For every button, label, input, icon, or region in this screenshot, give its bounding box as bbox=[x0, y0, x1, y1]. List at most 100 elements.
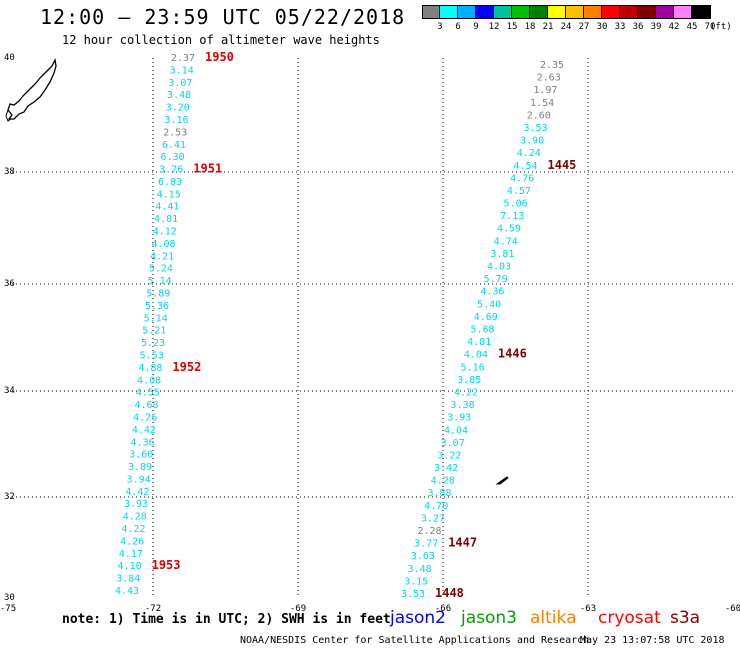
color-scale-cell bbox=[422, 5, 440, 19]
wave-height-value: 3.48 bbox=[167, 90, 191, 101]
longitude-tick-label: -72 bbox=[145, 604, 161, 614]
wave-height-value: 3.20 bbox=[166, 103, 190, 114]
wave-height-value: 5.24 bbox=[149, 264, 173, 275]
latitude-tick-label: 38 bbox=[4, 167, 15, 177]
wave-height-value: 4.26 bbox=[120, 536, 144, 547]
wave-height-value: 4.26 bbox=[133, 413, 157, 424]
wave-height-value: 3.63 bbox=[411, 551, 435, 562]
wave-height-value: 3.42 bbox=[434, 463, 458, 474]
color-scale-cell bbox=[440, 5, 458, 19]
wave-height-value: 3.81 bbox=[490, 249, 514, 260]
color-scale-cell bbox=[692, 5, 710, 19]
wave-height-value: 4.57 bbox=[507, 186, 531, 197]
wave-height-value: 5.68 bbox=[470, 325, 494, 336]
wave-height-value: 3.90 bbox=[520, 136, 544, 147]
map-grid bbox=[8, 58, 733, 598]
wave-height-value: 6.83 bbox=[158, 177, 182, 188]
wave-height-value: 6.41 bbox=[162, 140, 186, 151]
longitude-tick-label: -69 bbox=[290, 604, 306, 614]
color-scale-tick: 70 bbox=[704, 22, 716, 32]
legend-altika: altika bbox=[530, 608, 577, 628]
wave-height-value: 4.59 bbox=[497, 224, 521, 235]
wave-height-value: 3.77 bbox=[414, 539, 438, 550]
wave-height-value: 6.30 bbox=[161, 152, 185, 163]
pass-time-label: 1447 bbox=[448, 536, 477, 550]
wave-height-value: 3.93 bbox=[447, 413, 471, 424]
credit-line: NOAA/NESDIS Center for Satellite Applica… bbox=[240, 635, 590, 646]
color-scale-cell bbox=[638, 5, 656, 19]
color-scale-cell bbox=[512, 5, 530, 19]
color-scale-tick: 6 bbox=[455, 22, 461, 32]
color-scale-cell bbox=[494, 5, 512, 19]
axis-labels: -75 -72 -69 -66 -63 -60 40 38 36 34 32 30 bbox=[0, 53, 740, 614]
color-scale-cell bbox=[476, 5, 494, 19]
color-scale-cell bbox=[674, 5, 692, 19]
wave-height-value: 5.21 bbox=[142, 326, 166, 337]
wave-height-value: 4.41 bbox=[155, 202, 179, 213]
wave-height-value: 5.14 bbox=[148, 276, 172, 287]
bermuda-island bbox=[495, 476, 509, 485]
pass-time-label: 1448 bbox=[435, 586, 464, 600]
wave-height-value: 3.88 bbox=[427, 488, 451, 499]
wave-height-value: 5.06 bbox=[504, 199, 528, 210]
wave-height-value: 3.85 bbox=[457, 375, 481, 386]
wave-height-value: 4.15 bbox=[157, 189, 181, 200]
wave-height-value: 3.15 bbox=[404, 576, 428, 587]
color-scale-tick: 39 bbox=[650, 22, 662, 32]
wave-height-value: 2.37 bbox=[171, 53, 195, 64]
wave-height-value: 4.01 bbox=[154, 214, 178, 225]
wave-height-value: 4.22 bbox=[454, 388, 478, 399]
color-scale-cell bbox=[656, 5, 674, 19]
map-title: 12:00 – 23:59 UTC 05/22/2018 bbox=[40, 5, 406, 29]
wave-height-value: 4.43 bbox=[115, 586, 139, 597]
legend-cryosat: cryosat bbox=[598, 608, 661, 628]
wave-height-value: 5.36 bbox=[145, 301, 169, 312]
color-scale-tick: 21 bbox=[542, 22, 554, 32]
wave-height-value: 1.54 bbox=[530, 98, 554, 109]
wave-height-value: 3.94 bbox=[127, 474, 151, 485]
wave-height-value: 4.10 bbox=[118, 561, 142, 572]
wave-height-value: 4.81 bbox=[467, 337, 491, 348]
color-scale-tick: 33 bbox=[614, 22, 626, 32]
color-scale-cell bbox=[584, 5, 602, 19]
wave-height-value: 4.04 bbox=[444, 425, 468, 436]
wave-height-value: 3.76 bbox=[159, 165, 183, 176]
wave-height-value: 1.97 bbox=[533, 85, 557, 96]
color-scale-cell bbox=[458, 5, 476, 19]
latitude-tick-label: 34 bbox=[4, 386, 15, 396]
wave-height-value: 2.63 bbox=[537, 73, 561, 84]
wave-height-value: 4.24 bbox=[517, 148, 541, 159]
color-scale-cell bbox=[620, 5, 638, 19]
color-scale-tick: 9 bbox=[473, 22, 479, 32]
wave-height-value: 5.53 bbox=[140, 351, 164, 362]
latitude-tick-label: 40 bbox=[4, 53, 15, 63]
satellite-track-west: 2.373.14 3.073.48 3.203.162.53 6.416.30 3.76… bbox=[115, 50, 234, 597]
wave-height-value: 2.28 bbox=[417, 526, 441, 537]
pass-time-label: 1446 bbox=[498, 347, 527, 361]
satellite-track-east: 2.35 2.631.97 1.542.60 3.53 3.904.24 4.544.76… bbox=[401, 60, 576, 600]
color-scale-cell bbox=[548, 5, 566, 19]
wave-height-value: 5.16 bbox=[461, 362, 485, 373]
footer-note: note: 1) Time is in UTC; 2) SWH is in fe… bbox=[62, 612, 391, 627]
wave-height-value: 7.13 bbox=[500, 211, 524, 222]
color-scale-tick: 30 bbox=[596, 22, 608, 32]
wave-height-value: 3.53 bbox=[401, 589, 425, 600]
wave-height-value: 3.48 bbox=[408, 564, 432, 575]
color-scale-frame bbox=[422, 5, 711, 19]
wave-height-value: 4.03 bbox=[487, 262, 511, 273]
wave-height-value: 3.38 bbox=[451, 400, 475, 411]
color-scale-tick: 15 bbox=[506, 22, 518, 32]
wave-height-value: 3.27 bbox=[421, 513, 445, 524]
wave-height-value: 5.23 bbox=[141, 338, 165, 349]
wave-height-value: 4.68 bbox=[134, 400, 158, 411]
wave-height-value: 4.36 bbox=[480, 287, 504, 298]
pass-time-label: 1952 bbox=[172, 360, 201, 374]
wave-height-value: 4.42 bbox=[125, 487, 149, 498]
color-scale-tick: 12 bbox=[488, 22, 500, 32]
color-scale-cell bbox=[566, 5, 584, 19]
wave-height-value: 4.08 bbox=[151, 239, 175, 250]
color-scale-cell bbox=[530, 5, 548, 19]
wave-height-value: 4.17 bbox=[119, 549, 143, 560]
color-scale-tick: 18 bbox=[524, 22, 536, 32]
